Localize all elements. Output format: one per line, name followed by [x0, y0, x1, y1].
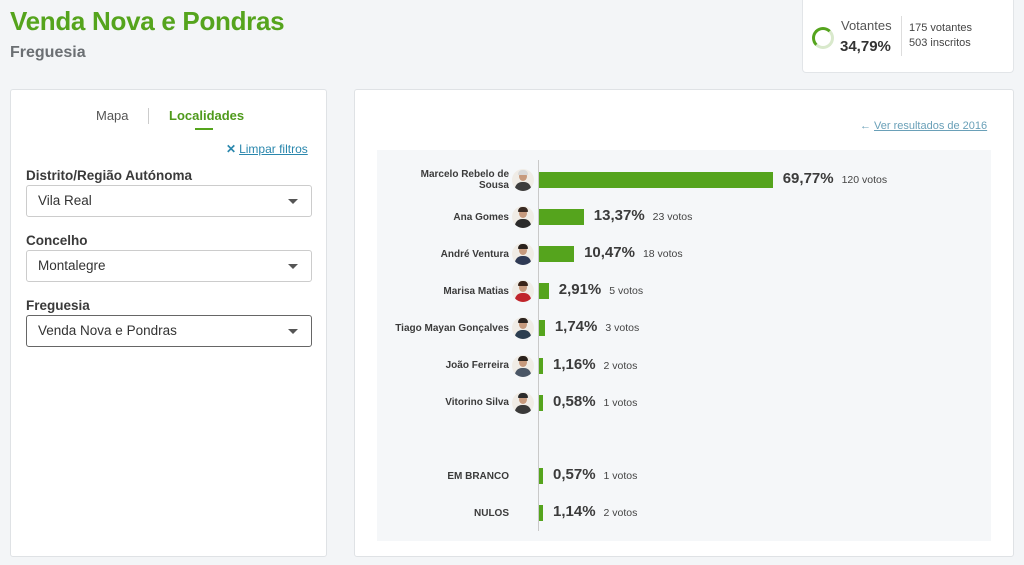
results-chart: Marcelo Rebelo de Sousa 69,77% 120 votos An…: [377, 150, 991, 541]
result-bar: [539, 357, 543, 374]
turnout-progress-icon: [812, 27, 834, 49]
result-bar: [539, 283, 549, 300]
candidate-name: Marcelo Rebelo de Sousa: [420, 169, 509, 191]
result-bar: [539, 468, 543, 484]
result-row: NULOS 1,14% 2 votos: [377, 495, 991, 531]
result-percent: 69,77%: [782, 170, 834, 187]
page-subtitle: Freguesia: [10, 44, 86, 61]
result-percent: 1,16%: [553, 355, 596, 373]
distrito-label: Distrito/Região Autónoma: [26, 168, 193, 183]
candidate-name: Tiago Mayan Gonçalves: [395, 322, 509, 334]
result-row: André Ventura 10,47% 18 votos: [377, 236, 991, 272]
distrito-select[interactable]: Vila Real: [26, 185, 312, 217]
result-bar: [539, 172, 773, 188]
result-percent: 2,91%: [558, 281, 602, 299]
result-votes: 2 votos: [603, 359, 638, 372]
arrow-left-icon: ←: [860, 120, 871, 132]
portrait-icon: [512, 280, 534, 303]
freguesia-label: Freguesia: [26, 298, 90, 313]
portrait-icon: [512, 391, 534, 414]
active-tab-indicator: [195, 128, 213, 130]
previous-results-label: Ver resultados de 2016: [874, 120, 988, 132]
votantes-label: Votantes: [841, 18, 892, 33]
filters-panel: Mapa Localidades ✕ Limpar filtros Distrit…: [10, 89, 327, 557]
result-bar: [539, 394, 543, 411]
candidate-name: EM BRANCO: [447, 470, 509, 482]
result-percent: 1,14%: [553, 503, 596, 520]
result-bar: [539, 505, 543, 521]
concelho-select[interactable]: Montalegre: [26, 250, 312, 282]
clear-filters-label: Limpar filtros: [239, 142, 308, 156]
freguesia-select[interactable]: Venda Nova e Pondras: [26, 315, 312, 347]
chevron-down-icon: [288, 199, 298, 204]
candidate-name: João Ferreira: [445, 360, 509, 371]
result-votes: 120 votos: [841, 174, 888, 186]
votantes-card: Votantes 34,79% 175 votantes 503 inscrit…: [802, 0, 1014, 73]
candidate-name: Marisa Matias: [443, 285, 509, 297]
candidate-name: NULOS: [474, 507, 509, 519]
result-bar: [539, 209, 584, 226]
portrait-icon: [512, 206, 534, 229]
result-percent: 0,57%: [553, 466, 596, 483]
tab-divider: [148, 108, 149, 124]
result-row: Vitorino Silva 0,58% 1 votos: [377, 385, 991, 421]
concelho-label: Concelho: [26, 233, 88, 248]
tab-mapa[interactable]: Mapa: [96, 108, 129, 123]
candidate-name: André Ventura: [440, 248, 509, 260]
result-percent: 1,74%: [554, 318, 598, 336]
result-votes: 1 votos: [603, 470, 638, 482]
result-votes: 1 votos: [603, 396, 638, 409]
portrait-icon: [512, 243, 534, 266]
result-row: Marisa Matias 2,91% 5 votos: [377, 273, 991, 309]
votantes-percent: 34,79%: [840, 38, 891, 55]
previous-results-link[interactable]: ← Ver resultados de 2016: [860, 120, 987, 132]
concelho-value: Montalegre: [38, 258, 106, 273]
result-row: EM BRANCO 0,57% 1 votos: [377, 458, 991, 494]
distrito-value: Vila Real: [38, 193, 92, 208]
page-title: Venda Nova e Pondras: [10, 6, 285, 36]
result-row: Tiago Mayan Gonçalves 1,74% 3 votos: [377, 310, 991, 346]
result-bar: [539, 246, 575, 263]
chevron-down-icon: [288, 264, 298, 269]
voters-count: 175 votantes: [909, 22, 972, 34]
results-panel: ← Ver resultados de 2016 Marcelo Rebelo d…: [354, 89, 1014, 557]
result-votes: 23 votos: [652, 211, 693, 224]
candidate-name: Ana Gomes: [453, 211, 509, 223]
portrait-icon: [512, 354, 534, 377]
result-row: Marcelo Rebelo de Sousa 69,77% 120 votos: [377, 162, 991, 198]
result-votes: 2 votos: [603, 507, 638, 519]
close-icon: ✕: [226, 142, 237, 156]
result-votes: 5 votos: [609, 285, 644, 298]
result-percent: 10,47%: [584, 244, 635, 262]
candidate-name: Vitorino Silva: [445, 397, 509, 409]
chart-axis: [538, 160, 539, 531]
clear-filters-link[interactable]: ✕ Limpar filtros: [226, 142, 308, 156]
result-row: João Ferreira 1,16% 2 votos: [377, 348, 991, 384]
freguesia-value: Venda Nova e Pondras: [38, 323, 177, 338]
registered-count: 503 inscritos: [909, 37, 971, 49]
result-votes: 18 votos: [642, 248, 683, 261]
chevron-down-icon: [288, 329, 298, 334]
result-votes: 3 votos: [605, 322, 640, 335]
result-percent: 13,37%: [593, 207, 645, 225]
portrait-icon: [512, 317, 534, 340]
result-bar: [539, 320, 545, 337]
result-percent: 0,58%: [553, 392, 596, 410]
votantes-divider: [901, 16, 902, 56]
tab-localidades[interactable]: Localidades: [169, 108, 245, 123]
result-row: Ana Gomes 13,37% 23 votos: [377, 199, 991, 235]
portrait-icon: [512, 169, 534, 191]
